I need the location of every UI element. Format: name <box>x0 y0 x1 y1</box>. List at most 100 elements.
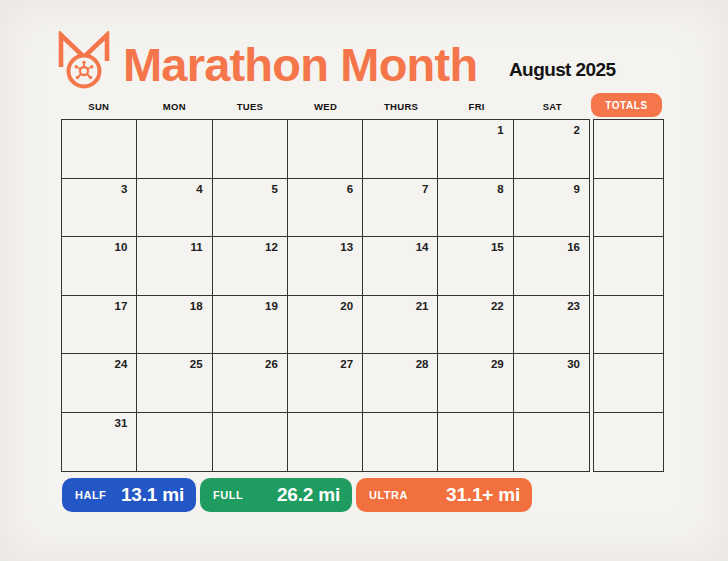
legend: HALF 13.1 mi FULL 26.2 mi ULTRA 31.1+ mi <box>62 478 532 512</box>
totals-cell <box>594 296 663 355</box>
calendar-cell: 31 <box>62 413 137 472</box>
calendar-cell: 17 <box>62 296 137 355</box>
date-number: 13 <box>340 241 353 253</box>
date-number: 27 <box>340 358 353 370</box>
date-number: 21 <box>416 300 429 312</box>
calendar-cell: 21 <box>363 296 438 355</box>
marathon-medal-logo-icon <box>57 31 113 91</box>
date-number: 4 <box>196 183 202 195</box>
day-header-mon: MON <box>137 101 213 112</box>
day-header-thurs: THURS <box>363 101 439 112</box>
date-number: 3 <box>121 183 127 195</box>
date-number: 10 <box>114 241 127 253</box>
calendar-cell: 6 <box>288 179 363 238</box>
legend-half-pill: HALF 13.1 mi <box>62 478 196 512</box>
legend-full-value: 26.2 mi <box>277 484 340 506</box>
legend-full-label: FULL <box>213 489 243 501</box>
day-header-tues: TUES <box>212 101 288 112</box>
legend-full-pill: FULL 26.2 mi <box>200 478 352 512</box>
date-number: 8 <box>497 183 503 195</box>
calendar-cell <box>62 120 137 179</box>
date-number: 11 <box>190 241 202 253</box>
calendar-cell <box>213 413 288 472</box>
date-number: 9 <box>574 183 580 195</box>
calendar-cell <box>363 120 438 179</box>
calendar-cell: 5 <box>213 179 288 238</box>
legend-ultra-label: ULTRA <box>369 489 408 501</box>
calendar-cell <box>288 413 363 472</box>
date-number: 2 <box>574 124 580 136</box>
calendar-cell: 15 <box>438 237 513 296</box>
legend-ultra-value: 31.1+ mi <box>446 484 520 506</box>
calendar-cell: 7 <box>363 179 438 238</box>
date-number: 20 <box>340 300 353 312</box>
date-number: 22 <box>491 300 504 312</box>
totals-cell <box>594 413 663 472</box>
totals-cell <box>594 237 663 296</box>
date-number: 16 <box>567 241 580 253</box>
calendar-cell: 9 <box>514 179 589 238</box>
page-title: Marathon Month <box>123 37 477 92</box>
day-header-fri: FRI <box>439 101 515 112</box>
day-header-sun: SUN <box>61 101 137 112</box>
calendar-cell: 18 <box>137 296 212 355</box>
totals-header-badge: TOTALS <box>591 93 662 117</box>
date-number: 14 <box>416 241 429 253</box>
date-number: 18 <box>190 300 203 312</box>
calendar-cell: 25 <box>137 354 212 413</box>
calendar-cell: 4 <box>137 179 212 238</box>
day-header-row: SUN MON TUES WED THURS FRI SAT <box>61 101 590 112</box>
date-number: 23 <box>567 300 580 312</box>
legend-ultra-pill: ULTRA 31.1+ mi <box>356 478 532 512</box>
calendar-cell: 1 <box>438 120 513 179</box>
calendar-cell: 22 <box>438 296 513 355</box>
calendar-cell: 14 <box>363 237 438 296</box>
date-number: 29 <box>491 358 504 370</box>
date-number: 1 <box>497 124 503 136</box>
calendar-cell <box>137 120 212 179</box>
day-header-sat: SAT <box>514 101 590 112</box>
calendar-cell: 11 <box>137 237 212 296</box>
calendar-cell: 29 <box>438 354 513 413</box>
totals-cell <box>594 120 663 179</box>
date-number: 12 <box>265 241 278 253</box>
date-number: 17 <box>114 300 127 312</box>
calendar-cell <box>137 413 212 472</box>
date-number: 28 <box>416 358 429 370</box>
calendar-cell <box>363 413 438 472</box>
date-number: 7 <box>422 183 428 195</box>
calendar-cell: 10 <box>62 237 137 296</box>
legend-half-value: 13.1 mi <box>121 484 184 506</box>
date-number: 25 <box>190 358 203 370</box>
calendar-cell: 27 <box>288 354 363 413</box>
date-number: 6 <box>347 183 353 195</box>
calendar-cell: 24 <box>62 354 137 413</box>
calendar-cell: 2 <box>514 120 589 179</box>
calendar-cell <box>438 413 513 472</box>
calendar-cell: 23 <box>514 296 589 355</box>
calendar-cell: 19 <box>213 296 288 355</box>
totals-cell <box>594 179 663 238</box>
totals-column <box>593 119 664 472</box>
day-header-wed: WED <box>288 101 364 112</box>
calendar-cell <box>288 120 363 179</box>
calendar-cell: 16 <box>514 237 589 296</box>
date-number: 19 <box>265 300 278 312</box>
calendar-cell: 26 <box>213 354 288 413</box>
calendar-cell: 3 <box>62 179 137 238</box>
month-year-label: August 2025 <box>509 59 615 81</box>
date-number: 15 <box>491 241 504 253</box>
calendar-grid: 1 2 3 4 5 6 7 8 9 10 11 12 13 14 15 16 1… <box>61 119 590 472</box>
date-number: 26 <box>265 358 278 370</box>
date-number: 31 <box>114 417 127 429</box>
calendar-cell: 13 <box>288 237 363 296</box>
calendar-cell: 8 <box>438 179 513 238</box>
calendar-cell: 28 <box>363 354 438 413</box>
date-number: 5 <box>271 183 277 195</box>
date-number: 24 <box>114 358 127 370</box>
calendar-cell: 30 <box>514 354 589 413</box>
calendar-cell: 20 <box>288 296 363 355</box>
date-number: 30 <box>567 358 580 370</box>
calendar-cell <box>514 413 589 472</box>
calendar-cell: 12 <box>213 237 288 296</box>
